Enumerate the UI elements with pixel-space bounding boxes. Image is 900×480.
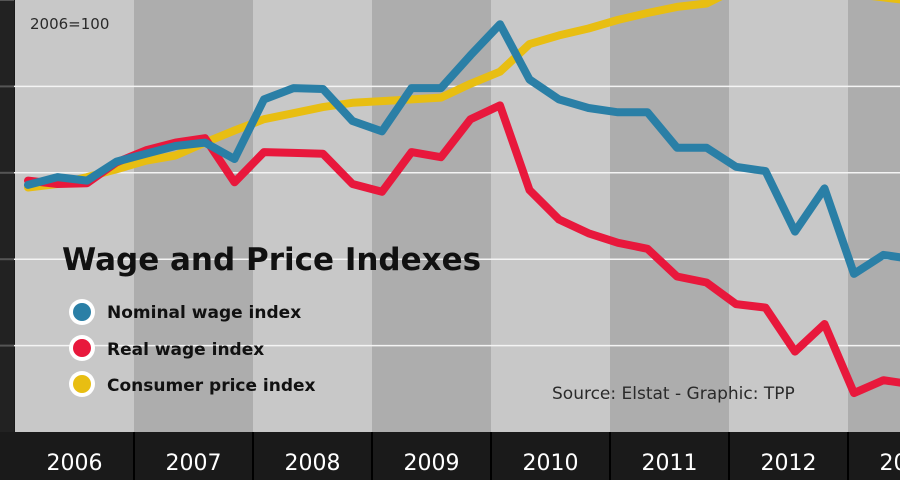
left-edge-bar [0, 0, 14, 432]
x-tick-label: 2010 [523, 451, 579, 476]
band-2013 [848, 0, 900, 432]
band-2008 [253, 0, 372, 432]
series-lines [24, 0, 900, 398]
chart-title: Wage and Price Indexes [62, 242, 481, 278]
legend-dot-nominal [73, 303, 91, 321]
x-axis-band [0, 432, 900, 480]
series-line-consumer-price-index [24, 0, 900, 192]
x-divider [728, 432, 730, 480]
legend-item-nominal: Nominal wage index [69, 299, 301, 325]
y-tick [0, 85, 14, 88]
x-divider [371, 432, 373, 480]
series-line-nominal-wage-index [24, 20, 900, 278]
x-tick-label: 2006 [47, 451, 103, 476]
legend-dot-real [73, 339, 91, 357]
x-tick-label: 2009 [404, 451, 460, 476]
x-tick-label: 2007 [166, 451, 222, 476]
legend-label-real: Real wage index [107, 340, 264, 360]
band-2009 [372, 0, 491, 432]
band-2006 [15, 0, 134, 432]
x-tick-label: 2013 [880, 451, 900, 476]
x-axis-labels: 2006 2007 2008 2009 2010 2011 2012 2013 [47, 432, 900, 480]
legend-label-nominal: Nominal wage index [107, 303, 301, 323]
source-note: Source: Elstat - Graphic: TPP [552, 384, 795, 404]
band-2007 [134, 0, 253, 432]
x-tick-label: 2012 [761, 451, 817, 476]
legend-item-cpi: Consumer price index [69, 371, 316, 397]
x-divider [609, 432, 611, 480]
x-divider [490, 432, 492, 480]
y-tick [0, 344, 14, 347]
y-tick-marks [0, 0, 14, 347]
x-divider [252, 432, 254, 480]
base-note: 2006=100 [30, 15, 109, 33]
legend-label-cpi: Consumer price index [107, 376, 316, 396]
y-tick [0, 171, 14, 174]
legend-item-real: Real wage index [69, 335, 264, 361]
x-divider [133, 432, 135, 480]
legend: Nominal wage index Real wage index Consu… [69, 299, 316, 397]
band-2011 [610, 0, 729, 432]
y-tick [0, 0, 14, 1]
y-tick [0, 258, 14, 261]
x-tick-label: 2008 [285, 451, 341, 476]
legend-dot-cpi [73, 375, 91, 393]
x-tick-label: 2011 [642, 451, 698, 476]
x-divider [847, 432, 849, 480]
